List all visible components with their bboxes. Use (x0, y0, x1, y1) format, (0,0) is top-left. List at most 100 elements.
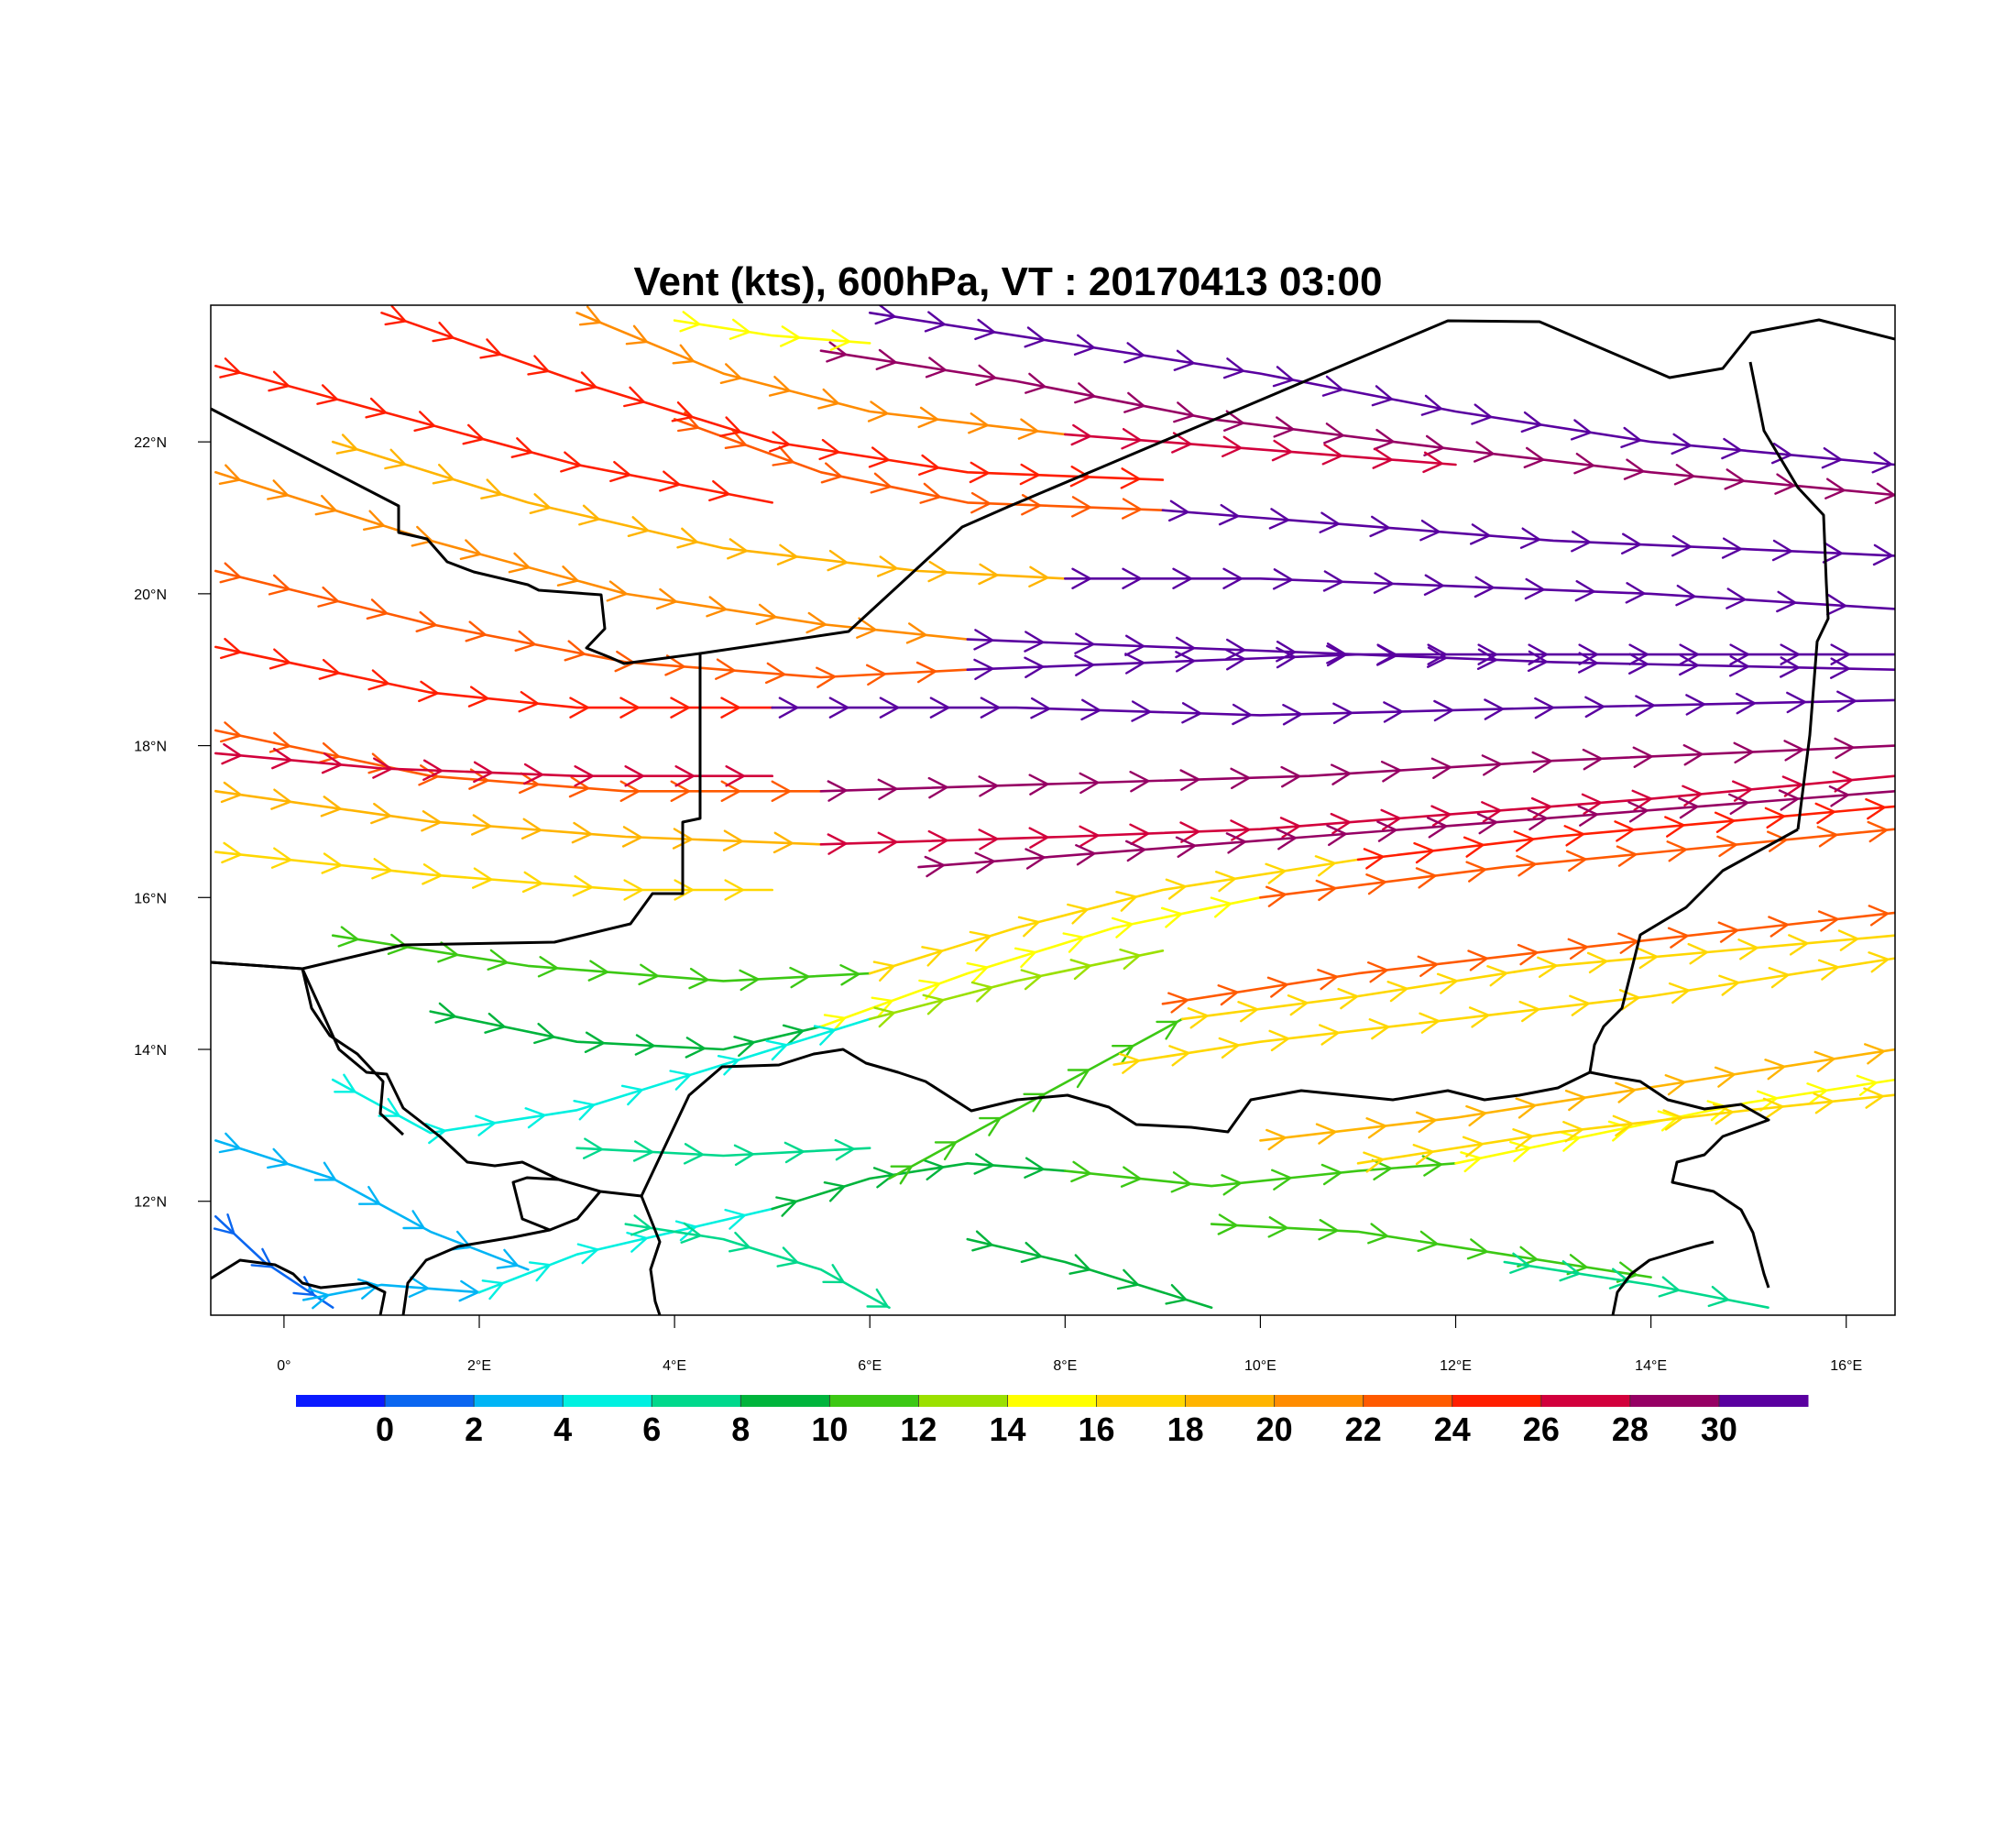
wind-arrowhead (1523, 446, 1545, 468)
wind-arrowhead (1074, 382, 1096, 404)
wind-arrowhead (1179, 769, 1200, 791)
wind-arrowhead (1673, 464, 1695, 486)
wind-arrowhead (1222, 567, 1243, 589)
wind-arrowhead (715, 658, 736, 680)
wind-arrowhead (1218, 503, 1240, 526)
wind-arrowhead (1074, 632, 1095, 654)
wind-arrowhead (978, 563, 999, 586)
wind-arrowhead (578, 305, 602, 326)
wind-arrowhead (1519, 527, 1541, 549)
wind-arrowhead (1380, 761, 1402, 783)
wind-arrowhead (1319, 511, 1340, 533)
wind-arrowhead (472, 867, 493, 889)
wind-arrowhead (978, 775, 999, 797)
streamline (575, 312, 1067, 436)
wind-arrowhead (727, 538, 748, 560)
wind-arrowhead (680, 1222, 702, 1244)
wind-arrowhead (1116, 1268, 1139, 1290)
wind-arrowhead (630, 1214, 652, 1236)
border-mali-burkina-inner (301, 968, 405, 1136)
colorbar-label: 28 (1612, 1410, 1649, 1448)
wind-arrowhead (1628, 653, 1649, 675)
border-ghana-togo (211, 1258, 387, 1315)
wind-arrowhead (1069, 959, 1091, 981)
wind-arrowhead (866, 664, 887, 686)
wind-arrowhead (905, 622, 927, 644)
wind-arrowhead (1757, 1090, 1779, 1112)
wind-arrowhead (1566, 850, 1587, 873)
wind-arrowhead (1788, 934, 1809, 956)
wind-arrowhead (922, 993, 945, 1015)
wind-arrowhead (1225, 638, 1246, 661)
wind-arrowhead (1171, 432, 1192, 454)
wind-arrowhead (1567, 938, 1589, 960)
wind-arrowhead (1837, 929, 1859, 951)
lat-tick-label: 20°N (134, 587, 167, 603)
wind-arrowhead (1282, 704, 1303, 726)
streamline (868, 949, 1165, 1021)
wind-arrowhead (1023, 1092, 1046, 1113)
wind-arrowhead (890, 1165, 913, 1185)
wind-arrowhead (418, 680, 439, 703)
wind-arrowhead (1573, 453, 1594, 475)
wind-arrowhead (1314, 855, 1336, 877)
wind-arrowhead (1786, 691, 1807, 714)
wind-arrowhead (980, 697, 1001, 719)
wind-arrowhead (820, 462, 843, 484)
colorbar-swatch (1363, 1395, 1453, 1407)
wind-arrowhead (1537, 956, 1558, 978)
wind-arrowhead (1635, 695, 1656, 717)
wind-arrowhead (719, 363, 742, 384)
wind-arrowhead (1584, 696, 1605, 719)
wind-arrowhead (313, 1161, 337, 1181)
wind-arrowhead (827, 833, 848, 855)
wind-arrowhead (1218, 1037, 1240, 1059)
wind-arrowhead (1271, 1169, 1292, 1191)
wind-arrowhead (213, 1213, 236, 1235)
wind-arrowhead (523, 763, 544, 785)
wind-arrowhead (679, 311, 701, 333)
colorbar-label: 12 (900, 1410, 937, 1448)
border-chad-west (1588, 828, 1799, 1073)
wind-arrowhead (1517, 943, 1539, 966)
wind-arrowhead (473, 761, 494, 784)
streamline (214, 645, 773, 709)
wind-arrowhead (1315, 879, 1337, 902)
wind-arrowhead (308, 1288, 330, 1310)
wind-arrowhead (578, 504, 600, 526)
wind-arrowhead (1028, 565, 1049, 587)
wind-arrowhead (921, 946, 944, 967)
wind-arrowhead (587, 960, 609, 982)
wind-arrowhead (1662, 1109, 1684, 1131)
wind-arrowhead (1687, 942, 1709, 965)
wind-arrowhead (1017, 418, 1039, 440)
wind-arrowhead (973, 658, 994, 681)
lat-tick-label: 18°N (134, 740, 167, 755)
wind-arrowhead (1564, 1089, 1586, 1112)
wind-arrowhead (1518, 1000, 1540, 1023)
colorbar-swatch (385, 1395, 475, 1407)
wind-arrowhead (828, 697, 849, 719)
wind-arrowhead (1707, 1286, 1729, 1308)
wind-arrowhead (1168, 1045, 1190, 1067)
wind-arrowhead (519, 772, 540, 795)
wind-arrowhead (1265, 862, 1287, 884)
wind-arrowhead (268, 648, 291, 670)
wind-arrowhead (765, 1039, 788, 1061)
latitude-ticks: 12°N 14°N 16°N 18°N 20°N 22°N (134, 435, 211, 1211)
wind-arrowhead (387, 933, 409, 955)
wind-arrowhead (1520, 411, 1542, 434)
wind-arrowhead (620, 1084, 643, 1106)
wind-arrowhead (1320, 1163, 1342, 1186)
wind-arrowhead (1679, 653, 1699, 676)
wind-arrowhead (1028, 774, 1049, 796)
wind-arrowhead (1685, 694, 1706, 716)
colorbar-label: 18 (1167, 1410, 1204, 1448)
streamline (214, 1139, 530, 1271)
wind-arrowhead (1762, 1097, 1784, 1120)
wind-arrowhead (919, 482, 941, 504)
streamline (966, 1237, 1213, 1309)
border-benin-nigeria (511, 1176, 662, 1315)
colorbar-label: 4 (553, 1410, 572, 1448)
colorbar-label: 26 (1523, 1410, 1560, 1448)
